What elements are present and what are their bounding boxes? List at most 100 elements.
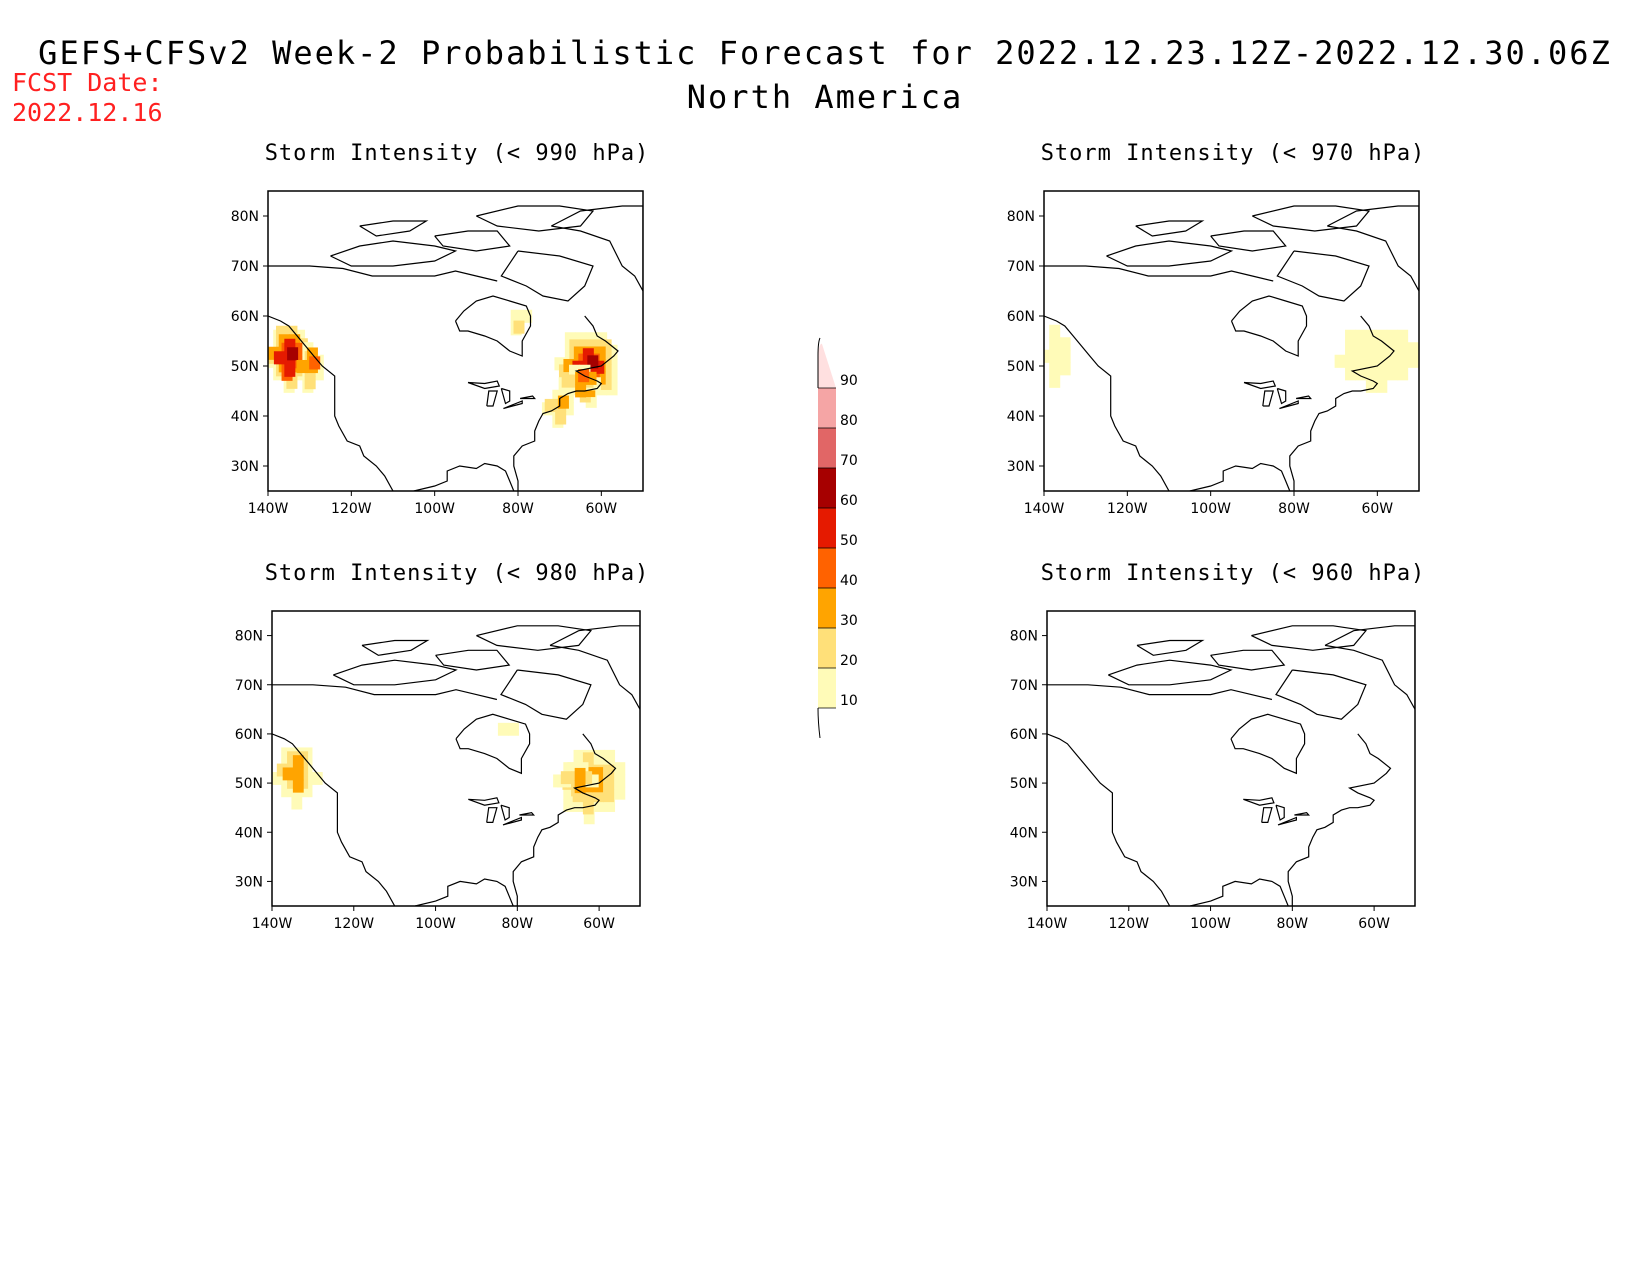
lon-tick-label: 120W — [333, 916, 374, 932]
probability-cell — [579, 339, 591, 353]
coastline — [1230, 713, 1306, 775]
lon-tick-label: 80W — [501, 916, 533, 932]
probability-cell — [581, 771, 593, 785]
coastline — [502, 816, 522, 826]
coastline — [1327, 205, 1419, 293]
probability-cell — [593, 789, 604, 803]
probability-cell — [1049, 349, 1061, 363]
lat-tick-label: 50N — [1007, 359, 1035, 375]
map-panel-980: 140W 120W 100W 80W 60W 80N 70N 60N 50N 40N 30N — [235, 610, 641, 932]
probability-cell — [1376, 342, 1388, 356]
probability-cell — [585, 332, 597, 346]
probability-cell — [563, 358, 575, 373]
coastline — [1243, 380, 1277, 390]
coastlines — [1044, 205, 1419, 491]
coastline — [272, 733, 396, 906]
lat-tick-label: 40N — [231, 409, 259, 425]
lat-tick-label: 50N — [231, 359, 259, 375]
chart-title: GEFS+CFSv2 Week-2 Probabilistic Forecast… — [38, 34, 1612, 72]
probability-cell — [1376, 367, 1388, 381]
coastline — [500, 387, 511, 405]
probability-cell — [284, 363, 296, 377]
colorbar-label: 60 — [840, 493, 858, 509]
colorbar-label: 10 — [840, 693, 858, 709]
probability-cell — [587, 355, 599, 369]
lon-tick-label: 140W — [1024, 501, 1065, 517]
probability-cell — [513, 320, 525, 334]
coastline — [434, 230, 511, 252]
map-frame — [271, 610, 641, 907]
colorbar-label: 70 — [840, 453, 858, 469]
probability-cell — [287, 751, 298, 765]
probability-cell — [1059, 362, 1071, 376]
coastline — [500, 250, 594, 302]
probability-cell — [1049, 374, 1061, 388]
panel-title-990: Storm Intensity (< 990 hPa) — [264, 141, 650, 166]
probability-cell — [1407, 342, 1419, 356]
probability-cell — [560, 771, 572, 785]
coastline — [330, 240, 458, 267]
colorbar-edge — [817, 707, 821, 739]
probability-cell — [594, 346, 606, 360]
coastline — [1262, 390, 1274, 407]
probability-cell — [311, 772, 323, 785]
probability-cell — [585, 394, 597, 408]
probability-cell — [1059, 337, 1071, 351]
coastlines — [1047, 625, 1415, 906]
coastline — [1287, 733, 1392, 906]
coastline — [1275, 669, 1367, 720]
lon-tick-label: 80W — [1276, 916, 1308, 932]
probability-cell — [1376, 379, 1388, 393]
coastline — [455, 713, 531, 775]
colorbar-swatch — [818, 628, 836, 668]
lat-tick-label: 40N — [1010, 825, 1038, 841]
probability-cell — [603, 789, 615, 803]
colorbar-label: 20 — [840, 653, 858, 669]
lat-tick-label: 30N — [1007, 459, 1035, 475]
probability-cell — [273, 351, 285, 365]
coastline — [1243, 797, 1275, 806]
coastline — [1106, 240, 1234, 267]
coastline — [1044, 265, 1274, 282]
colorbar-swatch — [818, 428, 836, 468]
coastline — [1210, 649, 1286, 671]
probability-cell — [573, 346, 585, 360]
coastline — [1276, 250, 1370, 302]
coastline — [1295, 395, 1312, 400]
probability-cell — [1365, 329, 1377, 343]
coastline — [1047, 684, 1273, 701]
lat-tick-label: 30N — [1010, 874, 1038, 890]
map-frame — [267, 190, 644, 492]
forecast-date-value: 2022.12.16 — [12, 98, 163, 127]
coastline — [519, 811, 536, 816]
probability-cell — [1397, 354, 1409, 368]
probability-cell — [286, 325, 298, 339]
probability-cell — [587, 774, 599, 788]
probability-cell — [573, 799, 585, 812]
probability-cell — [1334, 354, 1346, 368]
probability-region — [1349, 334, 1371, 361]
coastline — [1252, 205, 1371, 232]
coastline — [1251, 625, 1368, 651]
probability-cell — [592, 767, 604, 780]
lat-tick-label: 80N — [235, 629, 263, 645]
probability-cell — [1397, 329, 1409, 343]
probability-cell — [1376, 329, 1388, 343]
region-subtitle: North America — [686, 78, 964, 116]
probability-cell — [1355, 342, 1367, 356]
probability-cell — [1049, 337, 1061, 351]
probability-cell — [510, 309, 522, 323]
lon-tick-label: 120W — [1107, 501, 1148, 517]
coastline — [1276, 387, 1287, 405]
probability-cell — [1376, 354, 1388, 368]
probability-cell — [291, 796, 303, 810]
probability-cell — [275, 325, 288, 339]
lon-tick-label: 60W — [1361, 501, 1393, 517]
probability-cell — [582, 752, 594, 766]
probability-cell — [286, 375, 298, 389]
colorbar-swatch — [818, 508, 836, 548]
lon-tick-label: 120W — [1108, 916, 1149, 932]
probability-cell — [600, 376, 612, 390]
probability-cell — [606, 369, 618, 383]
coastline — [1275, 804, 1285, 821]
